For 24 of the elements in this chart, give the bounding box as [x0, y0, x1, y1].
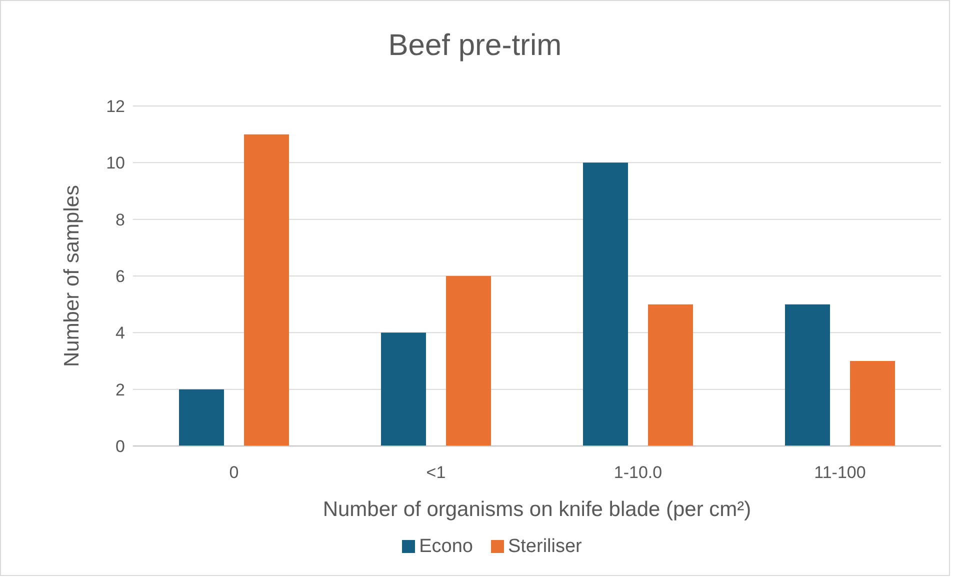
- y-tick-label: 0: [116, 437, 125, 456]
- bar: [785, 304, 830, 446]
- x-tick-label: 11-100: [814, 463, 866, 482]
- bar: [381, 332, 426, 446]
- y-tick-label: 6: [116, 267, 125, 286]
- bar: [446, 276, 491, 446]
- bar: [179, 389, 224, 446]
- bar: [244, 134, 289, 446]
- y-axis-title: Number of samples: [60, 184, 84, 368]
- y-tick-label: 12: [106, 97, 125, 116]
- y-tick-label: 4: [116, 324, 125, 343]
- bar: [648, 304, 693, 446]
- y-tick-label: 10: [106, 154, 125, 173]
- y-tick-label: 8: [116, 210, 125, 230]
- bar: [583, 162, 628, 446]
- legend-label: Steriliser: [508, 536, 582, 557]
- x-axis-title: Number of organisms on knife blade (per cm²): [322, 498, 752, 521]
- x-tick-label: 1-10.0: [614, 463, 662, 482]
- legend-label: Econo: [419, 536, 473, 557]
- x-tick-label: <1: [426, 463, 446, 482]
- bar: [850, 361, 895, 446]
- y-tick-label: 2: [116, 380, 125, 400]
- chart-title: Beef pre-trim: [387, 29, 563, 63]
- x-tick-label: 0: [229, 463, 239, 482]
